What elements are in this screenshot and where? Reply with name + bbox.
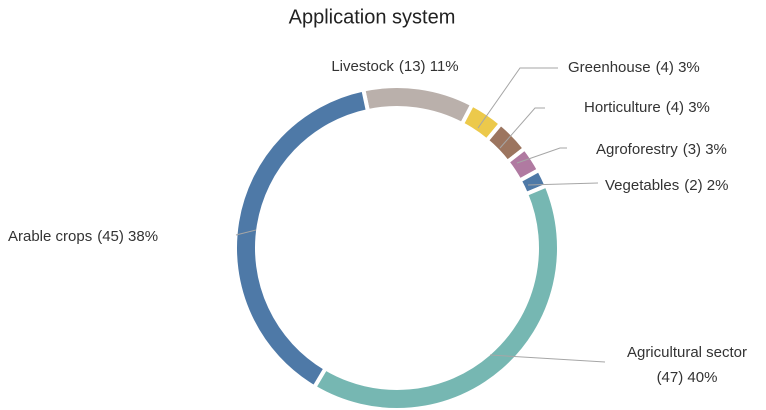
leader-line	[527, 182, 599, 186]
data-label: Greenhouse (4) 3%	[568, 59, 700, 76]
data-label: Agroforestry (3) 3%	[596, 141, 727, 158]
leader-line	[235, 229, 257, 236]
data-label: Horticulture (4) 3%	[584, 99, 710, 116]
leader-line	[516, 147, 567, 164]
label-category: Livestock	[331, 58, 394, 75]
data-label: Vegetables (2) 2%	[605, 177, 728, 194]
leader-line	[489, 354, 606, 363]
label-category: Vegetables	[605, 177, 679, 194]
label-value: (45) 38%	[97, 228, 158, 245]
chart-title: Application system	[289, 6, 456, 28]
leader-line	[499, 107, 545, 149]
label-category: Agroforestry	[596, 141, 678, 158]
data-label: (47) 40%	[657, 369, 718, 386]
label-value: (3) 3%	[683, 141, 727, 158]
label-category: Horticulture	[584, 99, 661, 116]
label-value: (2) 2%	[684, 177, 728, 194]
donut-segment	[311, 182, 561, 410]
label-category: Arable crops	[8, 228, 92, 245]
label-value: (4) 3%	[656, 59, 700, 76]
label-value: (13) 11%	[399, 58, 459, 75]
donut-segment	[360, 84, 475, 127]
leader-line	[477, 67, 558, 129]
data-label: Arable crops (45) 38%	[8, 228, 158, 245]
label-value: (4) 3%	[666, 99, 710, 116]
data-label: Livestock (13) 11%	[331, 58, 458, 75]
data-label: Agricultural sector	[627, 344, 747, 361]
label-category: Greenhouse	[568, 59, 651, 76]
donut-segment	[233, 87, 371, 391]
